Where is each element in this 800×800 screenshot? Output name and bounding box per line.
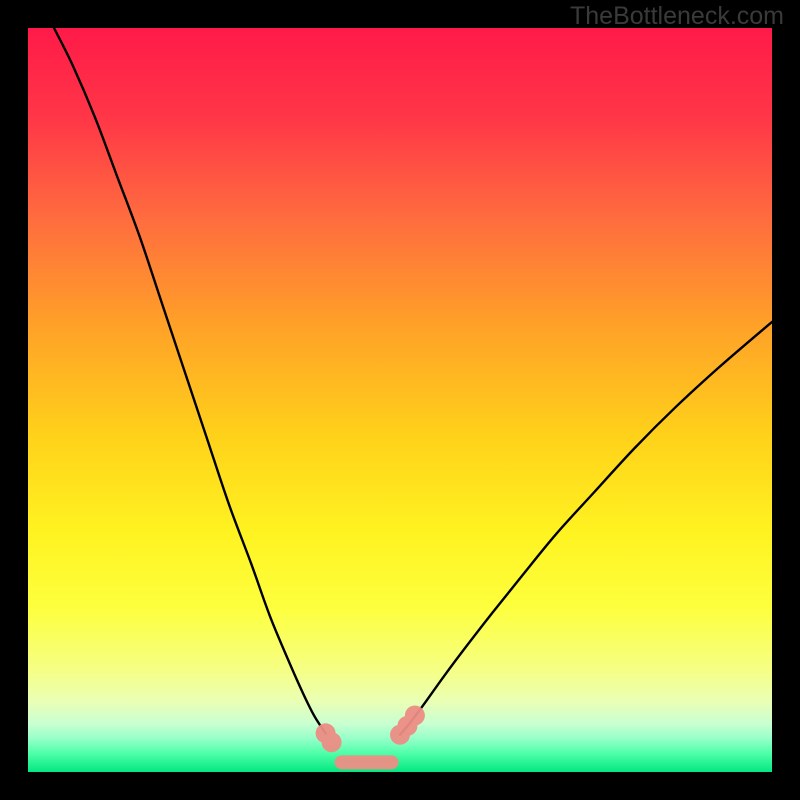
valley-dot <box>322 732 342 752</box>
curve-left <box>54 28 326 733</box>
plot-svg <box>28 28 772 772</box>
chart-frame: TheBottleneck.com <box>0 0 800 800</box>
valley-dot <box>405 705 425 725</box>
watermark-text: TheBottleneck.com <box>570 2 784 31</box>
curve-right <box>400 322 772 735</box>
valley-bar <box>335 755 399 769</box>
plot-area <box>28 28 772 772</box>
valley-marker <box>316 705 425 769</box>
